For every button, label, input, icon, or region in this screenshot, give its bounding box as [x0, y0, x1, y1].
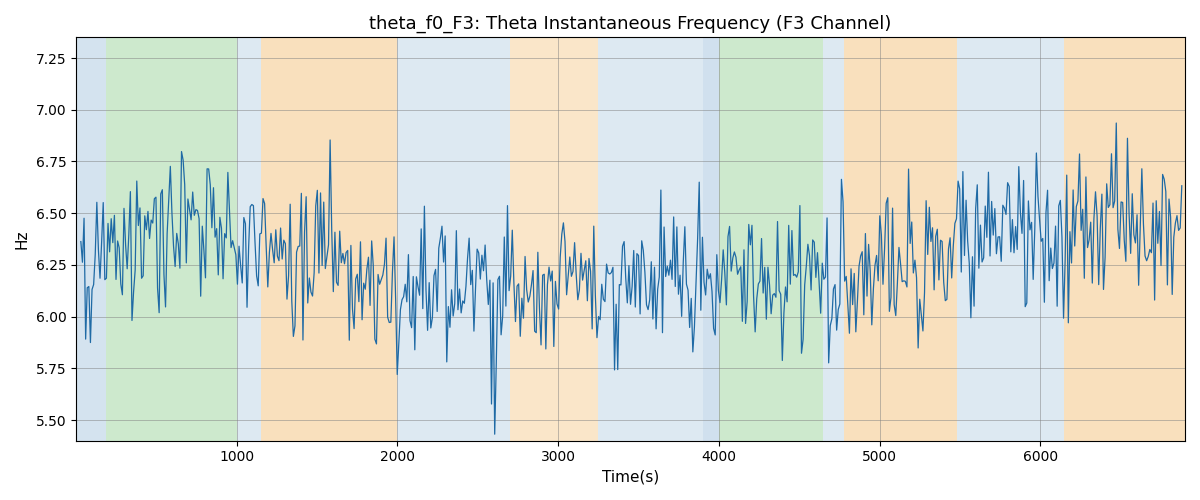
Bar: [703, 38, 719, 440]
Bar: [430, 38, 510, 440]
Y-axis label: Hz: Hz: [14, 230, 30, 249]
Bar: [1064, 38, 1186, 440]
Bar: [599, 38, 703, 440]
Bar: [845, 38, 956, 440]
Bar: [106, 38, 236, 440]
Bar: [397, 38, 430, 440]
Bar: [510, 38, 599, 440]
Bar: [76, 38, 106, 440]
Bar: [236, 38, 260, 440]
Bar: [719, 38, 823, 440]
Title: theta_f0_F3: Theta Instantaneous Frequency (F3 Channel): theta_f0_F3: Theta Instantaneous Frequen…: [370, 15, 892, 34]
Bar: [823, 38, 845, 440]
Bar: [956, 38, 1064, 440]
X-axis label: Time(s): Time(s): [602, 470, 659, 485]
Bar: [260, 38, 397, 440]
